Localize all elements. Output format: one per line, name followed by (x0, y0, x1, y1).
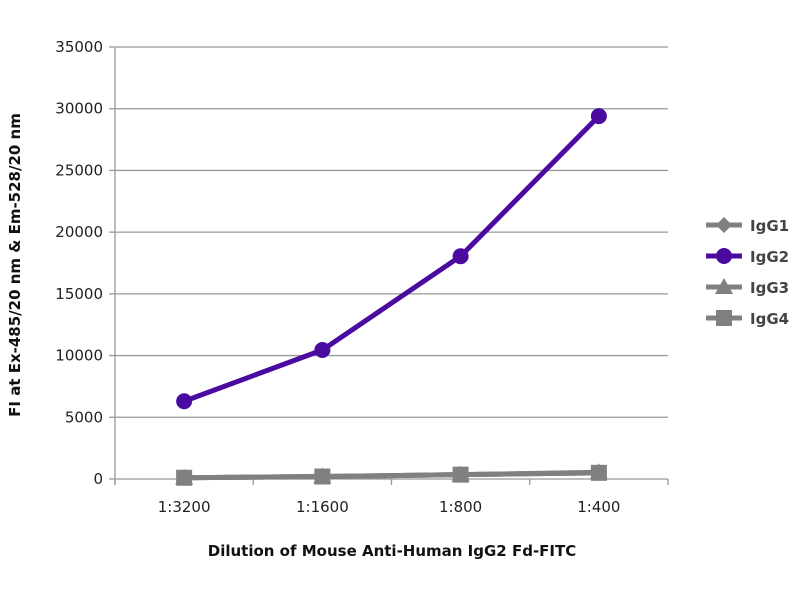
data-point (314, 468, 331, 485)
legend-label: IgG2 (750, 248, 789, 266)
data-point (590, 464, 607, 481)
legend-label: IgG4 (750, 310, 789, 328)
y-tick-label: 15000 (55, 285, 103, 303)
legend-label: IgG3 (750, 279, 789, 297)
series-line (183, 114, 601, 404)
y-tick-label: 10000 (55, 347, 103, 365)
data-point (452, 466, 469, 483)
x-tick-label: 1:1600 (296, 498, 349, 516)
legend-label: IgG1 (750, 217, 789, 235)
legend-item-igg2: IgG2 (706, 248, 789, 266)
y-tick-label: 35000 (55, 38, 103, 56)
x-tick-label: 1:3200 (158, 498, 211, 516)
data-point (716, 310, 732, 326)
x-axis-title: Dilution of Mouse Anti-Human IgG2 Fd-FIT… (208, 542, 577, 560)
data-point (715, 278, 733, 294)
series-igg4 (176, 464, 607, 486)
x-tick-label: 1:400 (577, 498, 620, 516)
y-tick-label: 0 (93, 470, 103, 488)
y-tick-label: 30000 (55, 100, 103, 118)
data-point (452, 248, 469, 265)
data-point (590, 108, 607, 125)
series-igg2 (176, 108, 607, 410)
y-tick-label: 20000 (55, 223, 103, 241)
data-point (314, 342, 331, 359)
series-line (184, 470, 599, 481)
legend-item-igg3: IgG3 (706, 278, 789, 297)
data-point (716, 248, 732, 264)
y-axis-title: FI at Ex-485/20 nm & Em-528/20 nm (6, 113, 24, 417)
data-point (176, 469, 193, 486)
y-tick-label: 25000 (55, 161, 103, 179)
legend-item-igg4: IgG4 (706, 310, 789, 328)
x-tick-label: 1:800 (439, 498, 482, 516)
legend-item-igg1: IgG1 (706, 217, 789, 235)
y-tick-label: 5000 (65, 408, 103, 426)
data-point (176, 393, 193, 410)
data-point (716, 217, 732, 233)
